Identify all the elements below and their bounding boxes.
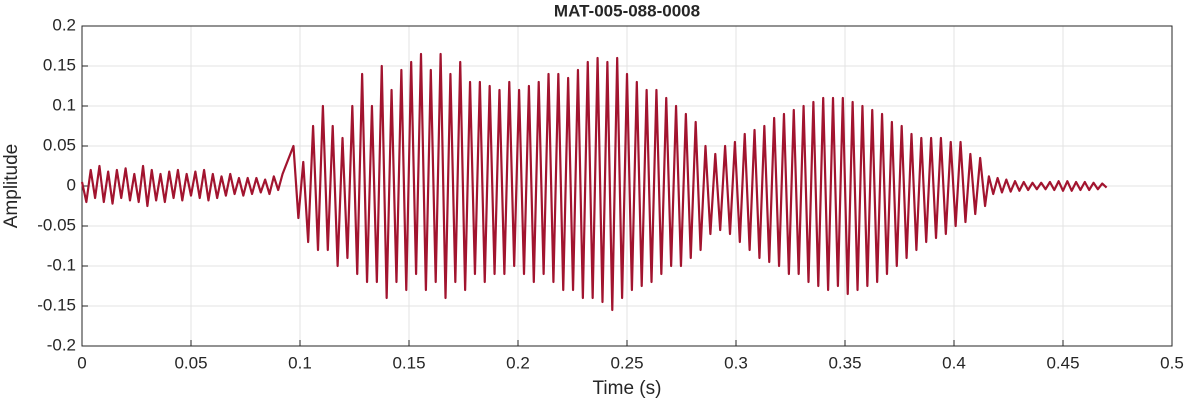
x-axis-label: Time (s)	[593, 378, 662, 399]
x-tick-label: 0.3	[724, 353, 748, 372]
x-tick-label: 0.45	[1046, 353, 1079, 372]
x-tick-label: 0.5	[1160, 353, 1184, 372]
y-tick-label: 0	[67, 175, 76, 194]
y-tick-label: -0.1	[47, 255, 76, 274]
y-tick-label: -0.05	[37, 215, 76, 234]
x-tick-label: 0.2	[506, 353, 530, 372]
y-tick-label: 0.05	[43, 135, 76, 154]
y-tick-label: 0.2	[52, 15, 76, 34]
x-tick-label: 0.05	[174, 353, 207, 372]
x-tick-label: 0.15	[392, 353, 425, 372]
y-tick-label: 0.15	[43, 55, 76, 74]
y-axis-label: Amplitude	[1, 144, 22, 229]
x-tick-label: 0.25	[610, 353, 643, 372]
y-tick-label: -0.2	[47, 335, 76, 354]
x-tick-label: 0.4	[942, 353, 966, 372]
y-tick-label: 0.1	[52, 95, 76, 114]
waveform	[80, 52, 1108, 312]
y-tick-label: -0.15	[37, 295, 76, 314]
x-tick-label: 0	[77, 353, 86, 372]
chart-title: MAT-005-088-0008	[554, 1, 700, 20]
x-tick-label: 0.35	[828, 353, 861, 372]
x-tick-label: 0.1	[288, 353, 312, 372]
